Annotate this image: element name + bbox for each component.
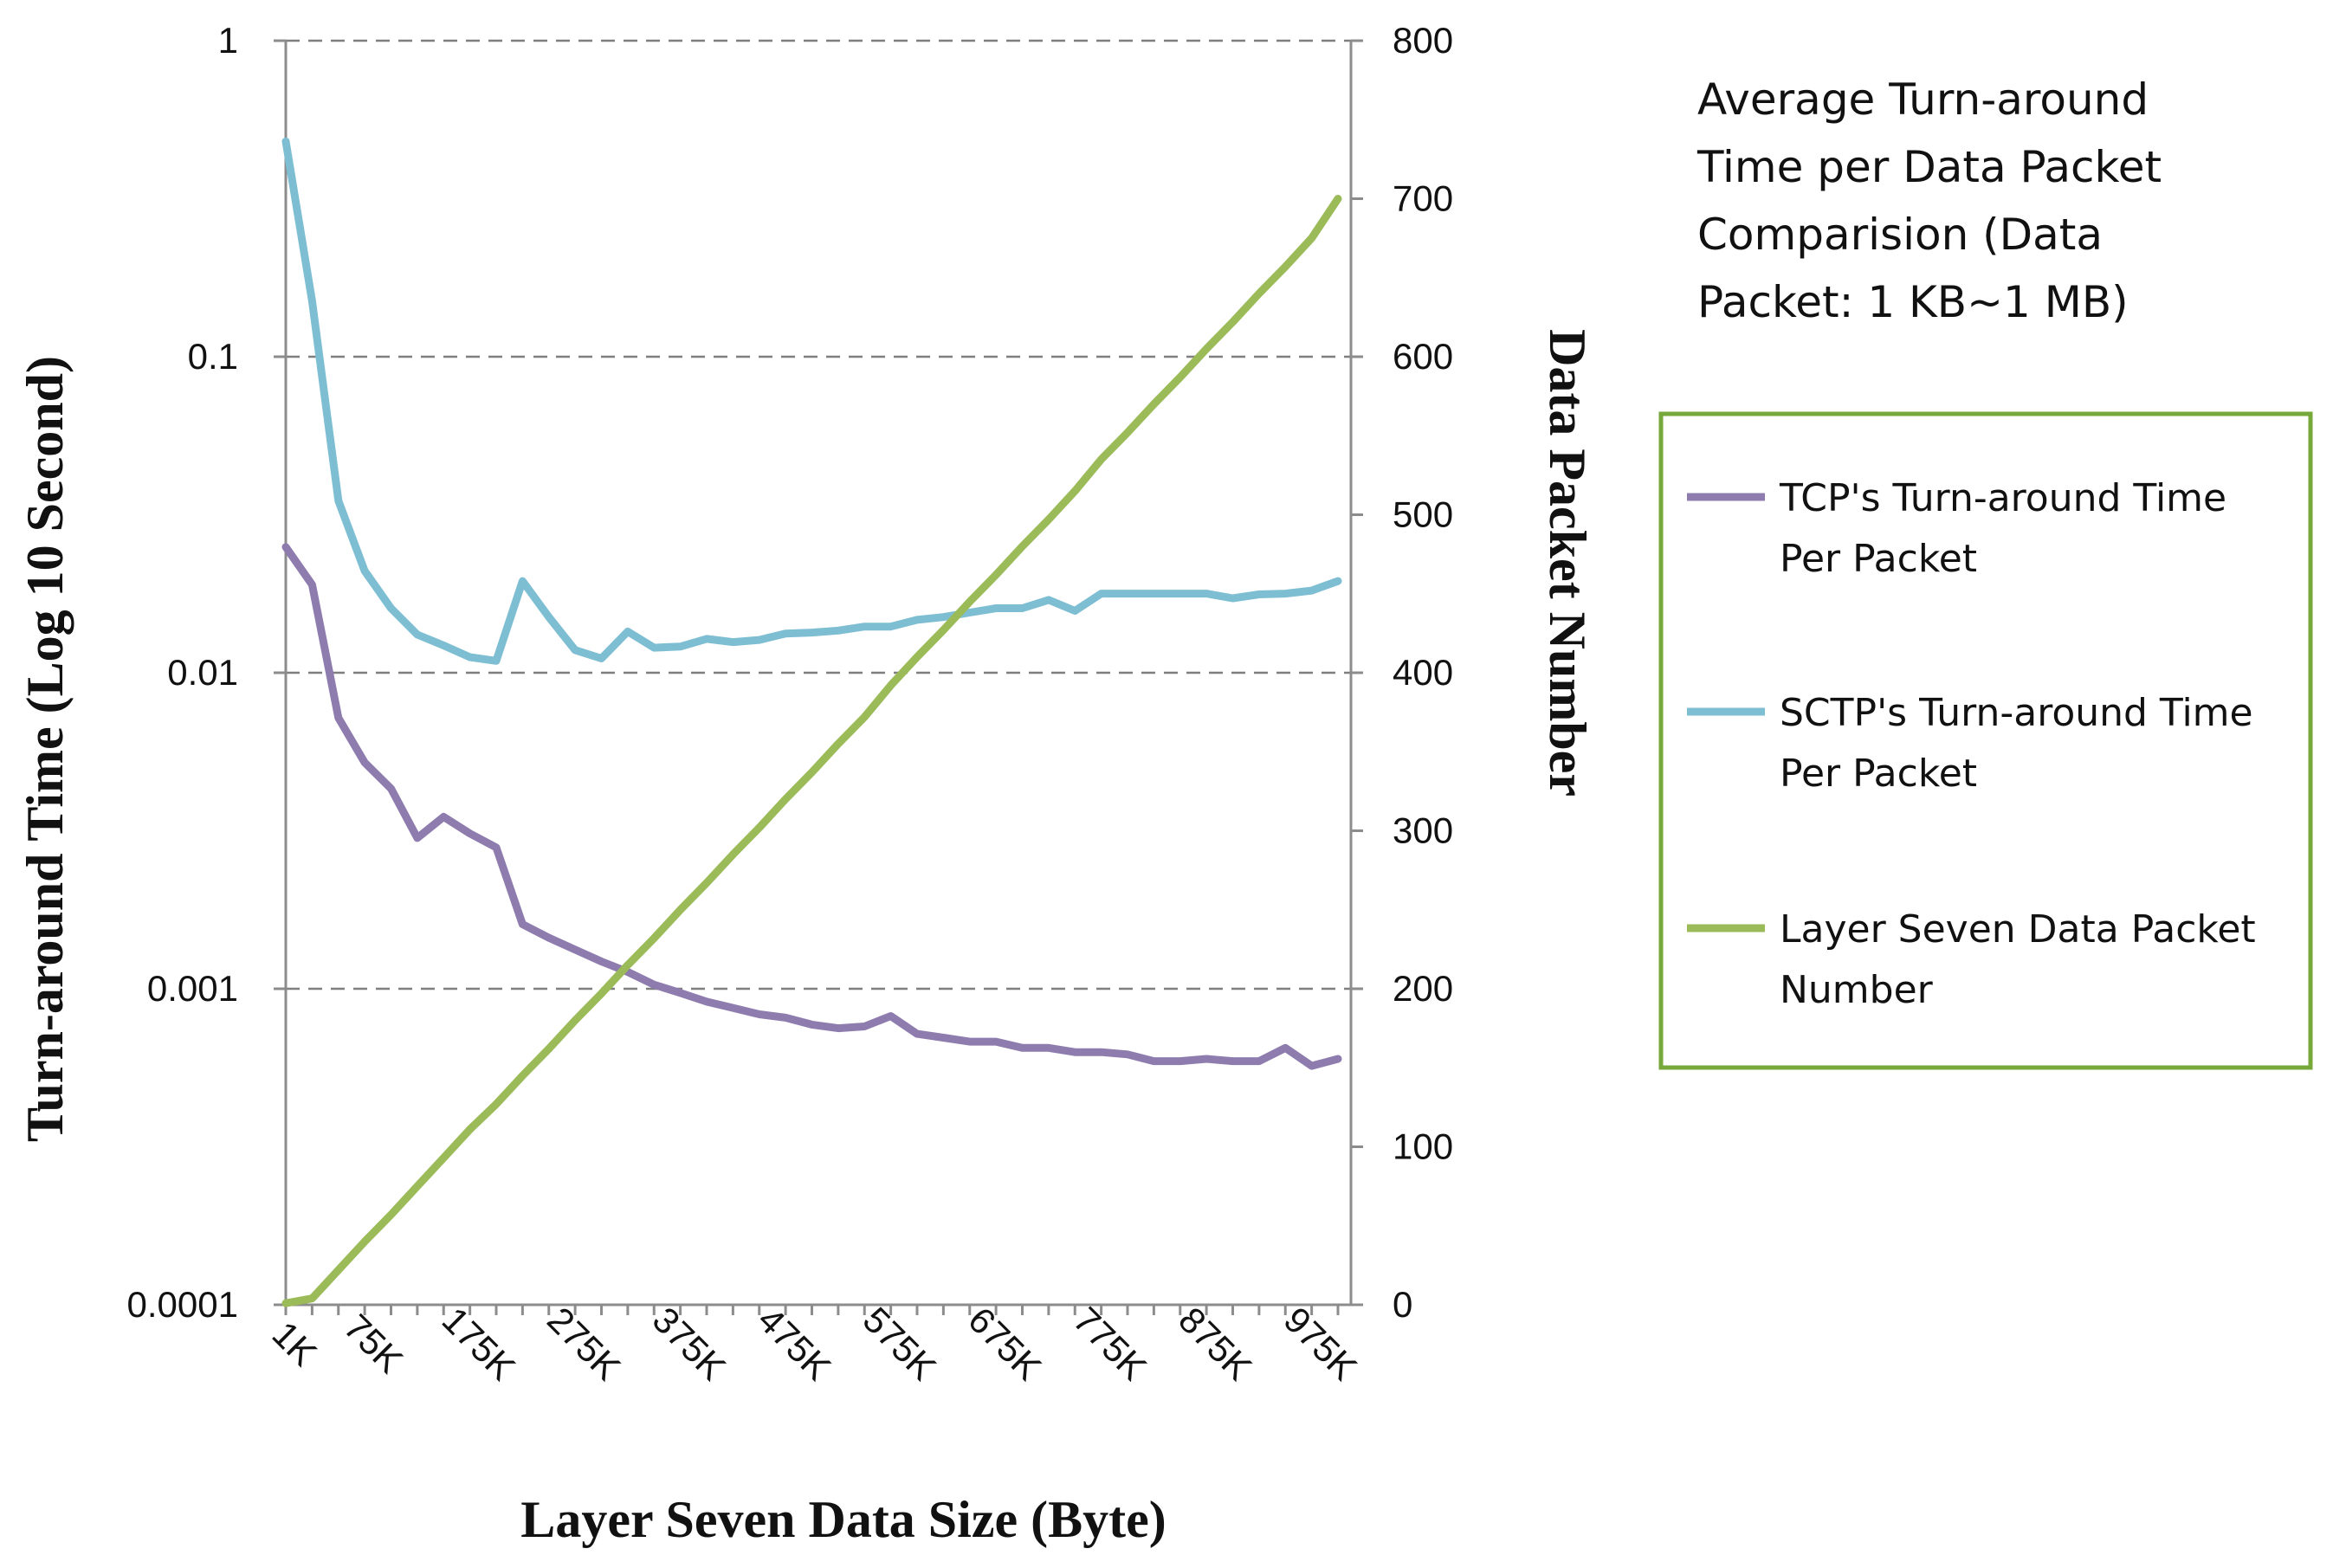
annotation-line-3: Comparision (Data (1697, 210, 2103, 260)
x-tick-label: 675K (960, 1299, 1050, 1388)
series-line-tcp-s-turn-around-time-per-packet (281, 543, 1342, 1070)
grid-lines (286, 39, 1351, 990)
legend-label-sctp-line-2: Per Packet (1780, 752, 1977, 796)
legend: TCP's Turn-around Time Per Packet SCTP's… (1658, 411, 2313, 1070)
y-right-tick-label: 300 (1393, 810, 1453, 851)
y-right-tick-label: 0 (1393, 1284, 1412, 1325)
series-line-sctp-s-turn-around-time-per-packet (281, 137, 1342, 665)
x-tick-label: 775K (1066, 1299, 1155, 1388)
y-right-tick-label: 800 (1393, 20, 1453, 61)
y-axis-right-title: Data Packet Number (1539, 329, 1596, 797)
x-tick-label: 275K (540, 1299, 629, 1388)
y-right-tick-label: 400 (1393, 652, 1453, 693)
tick-labels: 0.0001 0.001 0.01 0.1 1 0 100 200 300 400 500 600 70… (127, 20, 1454, 1388)
y-left-tick-label: 0.01 (167, 652, 238, 693)
y-right-tick-label: 600 (1393, 336, 1453, 377)
y-left-tick-label: 0.0001 (127, 1284, 238, 1325)
y-right-tick-label: 500 (1393, 494, 1453, 535)
legend-label-sctp-line-1: SCTP's Turn-around Time (1780, 691, 2253, 735)
x-tick-label: 1K (264, 1313, 325, 1374)
y-right-tick-label: 100 (1393, 1126, 1453, 1167)
x-tick-label: 575K (856, 1299, 945, 1388)
x-tick-label: 75K (336, 1307, 410, 1381)
annotation-line-4: Packet: 1 KB~1 MB) (1697, 277, 2129, 327)
legend-label-packet-number-line-2: Number (1780, 968, 1934, 1012)
y-left-tick-label: 0.1 (188, 336, 238, 377)
y-axis-left-title: Turn-around Time (Log 10 Second) (16, 356, 74, 1142)
y-right-tick-label: 200 (1393, 968, 1453, 1009)
series-lines (281, 137, 1342, 1307)
y-left-tick-label: 0.001 (147, 968, 238, 1009)
x-tick-label: 375K (645, 1299, 734, 1388)
legend-box (1658, 411, 2313, 1070)
chart-annotation: Average Turn-around Time per Data Packet… (1696, 74, 2162, 327)
legend-label-tcp-line-1: TCP's Turn-around Time (1779, 476, 2226, 520)
x-tick-label: 975K (1276, 1299, 1366, 1388)
legend-label-packet-number-line-1: Layer Seven Data Packet (1780, 907, 2256, 952)
axes (274, 39, 1363, 1315)
series-line-layer-seven-data-packet-number (281, 195, 1342, 1307)
y-right-tick-label: 700 (1393, 178, 1453, 219)
annotation-line-2: Time per Data Packet (1696, 142, 2162, 192)
y-left-tick-label: 1 (218, 20, 238, 61)
legend-label-tcp-line-2: Per Packet (1780, 537, 1977, 581)
x-tick-label: 475K (750, 1299, 839, 1388)
annotation-line-1: Average Turn-around (1697, 74, 2149, 125)
x-tick-label: 875K (1171, 1299, 1260, 1388)
x-axis-title: Layer Seven Data Size (Byte) (520, 1491, 1166, 1548)
x-tick-label: 175K (435, 1299, 524, 1388)
